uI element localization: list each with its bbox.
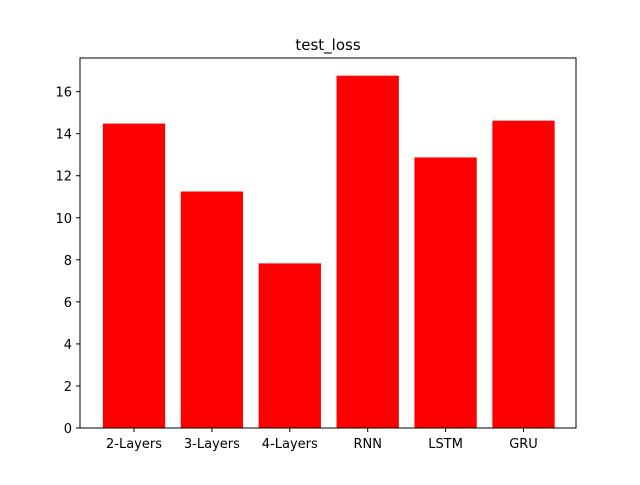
plot-frame xyxy=(79,57,577,429)
y-tick-label: 4 xyxy=(64,338,72,353)
y-axis: 0 2 4 6 8 10 12 14 16 xyxy=(55,86,80,437)
x-tick-label: 4-Layers xyxy=(262,437,318,452)
y-tick-label: 16 xyxy=(55,86,72,101)
bars-group xyxy=(102,75,555,428)
y-tick-label: 8 xyxy=(64,254,72,269)
bar-rnn xyxy=(336,75,399,428)
y-tick-label: 10 xyxy=(55,212,72,227)
y-tick-label: 14 xyxy=(55,128,72,143)
x-tick-label: 2-Layers xyxy=(106,437,162,452)
y-tick-label: 0 xyxy=(64,422,72,437)
y-tick-label: 6 xyxy=(64,296,72,311)
chart-title: test_loss xyxy=(295,36,360,55)
x-axis: 2-Layers 3-Layers 4-Layers RNN LSTM GRU xyxy=(106,428,538,452)
bar-gru xyxy=(492,120,555,428)
bar-2-layers xyxy=(102,123,166,428)
x-tick-label: 3-Layers xyxy=(184,437,240,452)
x-tick-label: RNN xyxy=(353,437,381,452)
y-tick-label: 12 xyxy=(55,170,72,185)
y-tick-label: 2 xyxy=(64,380,72,395)
x-tick-label: LSTM xyxy=(428,437,463,452)
bar-lstm xyxy=(414,157,477,428)
x-tick-label: GRU xyxy=(509,437,538,452)
bar-3-layers xyxy=(180,191,244,428)
bar-4-layers xyxy=(258,263,321,428)
